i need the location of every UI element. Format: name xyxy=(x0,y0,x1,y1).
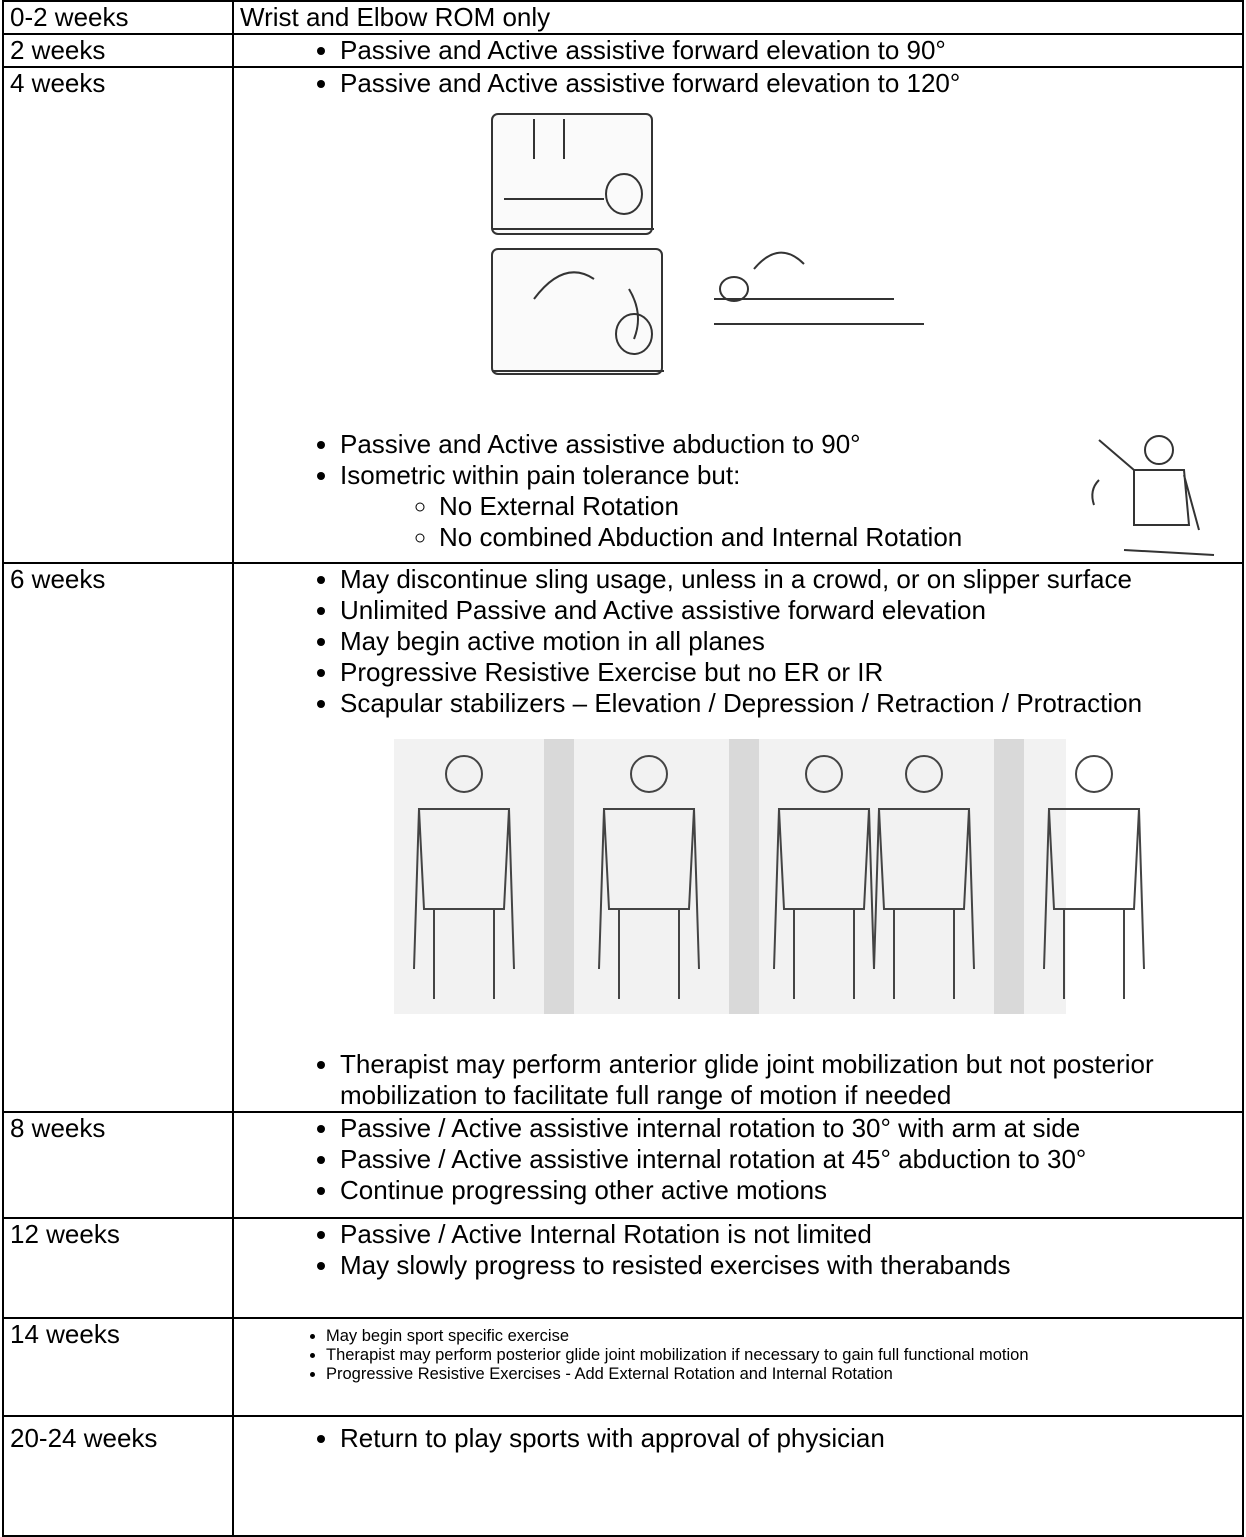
bullet-list: Therapist may perform anterior glide joi… xyxy=(234,1049,1242,1111)
bullet-item: Continue progressing other active motion… xyxy=(340,1175,1242,1206)
row: 4 weeks Passive and Active assistive for… xyxy=(2,66,1244,564)
bullet-list: May discontinue sling usage, unless in a… xyxy=(234,564,1242,719)
content: Return to play sports with approval of p… xyxy=(232,1415,1244,1537)
row: 2 weeks Passive and Active assistive for… xyxy=(2,33,1244,68)
period: 20-24 weeks xyxy=(2,1415,234,1537)
row: 14 weeks May begin sport specific exerci… xyxy=(2,1317,1244,1417)
content: May discontinue sling usage, unless in a… xyxy=(232,562,1244,1113)
abduction-illustration xyxy=(1091,435,1215,556)
scapular-illustration xyxy=(394,739,1145,1014)
period: 14 weeks xyxy=(2,1317,234,1417)
bullet-item: May discontinue sling usage, unless in a… xyxy=(340,564,1242,595)
bullet-item: Passive and Active assistive forward ele… xyxy=(340,35,1242,66)
content: Passive / Active assistive internal rota… xyxy=(232,1111,1244,1219)
bullet-item: No combined Abduction and Internal Rotat… xyxy=(439,522,1242,553)
row: 6 weeks May discontinue sling usage, unl… xyxy=(2,562,1244,1113)
bullet-item: Progressive Resistive Exercises - Add Ex… xyxy=(326,1365,1242,1384)
bullet-item: May begin sport specific exercise xyxy=(326,1327,1242,1346)
row: 0-2 weeks Wrist and Elbow ROM only xyxy=(2,0,1244,35)
row: 12 weeks Passive / Active Internal Rotat… xyxy=(2,1217,1244,1319)
bullet-item: Progressive Resistive Exercise but no ER… xyxy=(340,657,1242,688)
text: Wrist and Elbow ROM only xyxy=(240,2,551,32)
sub-bullet-list: No External RotationNo combined Abductio… xyxy=(234,491,1242,553)
content: Passive / Active Internal Rotation is no… xyxy=(232,1217,1244,1319)
bullet-item: May begin active motion in all planes xyxy=(340,626,1242,657)
bullet-list: May begin sport specific exerciseTherapi… xyxy=(234,1327,1242,1384)
bullet-item: Therapist may perform anterior glide joi… xyxy=(340,1049,1242,1111)
bullet-item: No External Rotation xyxy=(439,491,1242,522)
bullet-item: Isometric within pain tolerance but: xyxy=(340,460,1242,491)
period: 8 weeks xyxy=(2,1111,234,1219)
bullet-item: Passive / Active Internal Rotation is no… xyxy=(340,1219,1242,1250)
bullet-item: Return to play sports with approval of p… xyxy=(340,1423,1242,1454)
bullet-item: Passive / Active assistive internal rota… xyxy=(340,1113,1242,1144)
period: 0-2 weeks xyxy=(2,0,234,35)
bullet-item: Passive / Active assistive internal rota… xyxy=(340,1144,1242,1175)
bullet-list: Passive and Active assistive forward ele… xyxy=(234,35,1242,66)
period: 6 weeks xyxy=(2,562,234,1113)
bullet-item: Therapist may perform posterior glide jo… xyxy=(326,1346,1242,1365)
bullet-list: Passive and Active assistive forward ele… xyxy=(234,68,1242,99)
bullet-item: Passive and Active assistive abduction t… xyxy=(340,429,1242,460)
period: 4 weeks xyxy=(2,66,234,564)
page: {"table": {"rows": [ {"period": "0-2 wee… xyxy=(0,0,1246,1502)
period: 12 weeks xyxy=(2,1217,234,1319)
exercise-illustration xyxy=(491,113,924,375)
bullet-list: Return to play sports with approval of p… xyxy=(234,1423,1242,1454)
bullet-list: Passive / Active Internal Rotation is no… xyxy=(234,1219,1242,1281)
row: 8 weeks Passive / Active assistive inter… xyxy=(2,1111,1244,1219)
period: 2 weeks xyxy=(2,33,234,68)
row: 20-24 weeks Return to play sports with a… xyxy=(2,1415,1244,1537)
bullet-item: Passive and Active assistive forward ele… xyxy=(340,68,1242,99)
content: Passive and Active assistive forward ele… xyxy=(232,33,1244,68)
content: Passive and Active assistive forward ele… xyxy=(232,66,1244,564)
bullet-item: Scapular stabilizers – Elevation / Depre… xyxy=(340,688,1242,719)
bullet-list: Passive and Active assistive abduction t… xyxy=(234,429,1242,491)
content: May begin sport specific exerciseTherapi… xyxy=(232,1317,1244,1417)
bullet-item: Unlimited Passive and Active assistive f… xyxy=(340,595,1242,626)
bullet-list: Passive / Active assistive internal rota… xyxy=(234,1113,1242,1206)
bullet-item: May slowly progress to resisted exercise… xyxy=(340,1250,1242,1281)
content: Wrist and Elbow ROM only xyxy=(232,0,1244,35)
